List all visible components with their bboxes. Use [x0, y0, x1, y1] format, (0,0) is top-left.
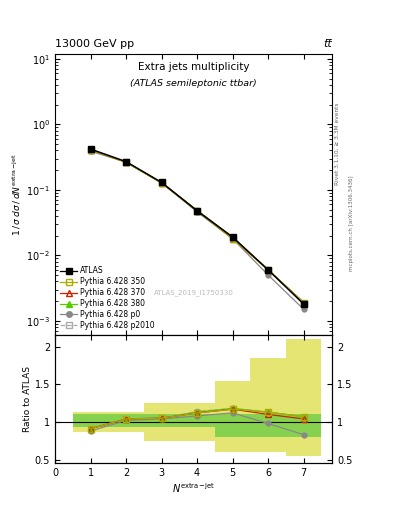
Text: 13000 GeV pp: 13000 GeV pp — [55, 38, 134, 49]
Text: (ATLAS semileptonic ttbar): (ATLAS semileptonic ttbar) — [130, 79, 257, 88]
Y-axis label: $1\,/\,\sigma\;d\sigma\,/\,dN^{\mathrm{extra\!-\!jet}}$: $1\,/\,\sigma\;d\sigma\,/\,dN^{\mathrm{e… — [11, 153, 24, 236]
Text: tt̅: tt̅ — [323, 38, 332, 49]
Text: Extra jets multiplicity: Extra jets multiplicity — [138, 62, 249, 72]
Legend: ATLAS, Pythia 6.428 350, Pythia 6.428 370, Pythia 6.428 380, Pythia 6.428 p0, Py: ATLAS, Pythia 6.428 350, Pythia 6.428 37… — [59, 265, 156, 332]
Text: Rivet 3.1.10, ≥ 3.3M events: Rivet 3.1.10, ≥ 3.3M events — [335, 102, 340, 185]
Y-axis label: Ratio to ATLAS: Ratio to ATLAS — [23, 367, 32, 432]
X-axis label: $N^{\mathrm{extra\!-\!jet}}$: $N^{\mathrm{extra\!-\!jet}}$ — [172, 481, 215, 495]
Text: ATLAS_2019_I1750330: ATLAS_2019_I1750330 — [154, 289, 233, 296]
Text: mcplots.cern.ch [arXiv:1306.3436]: mcplots.cern.ch [arXiv:1306.3436] — [349, 175, 354, 270]
